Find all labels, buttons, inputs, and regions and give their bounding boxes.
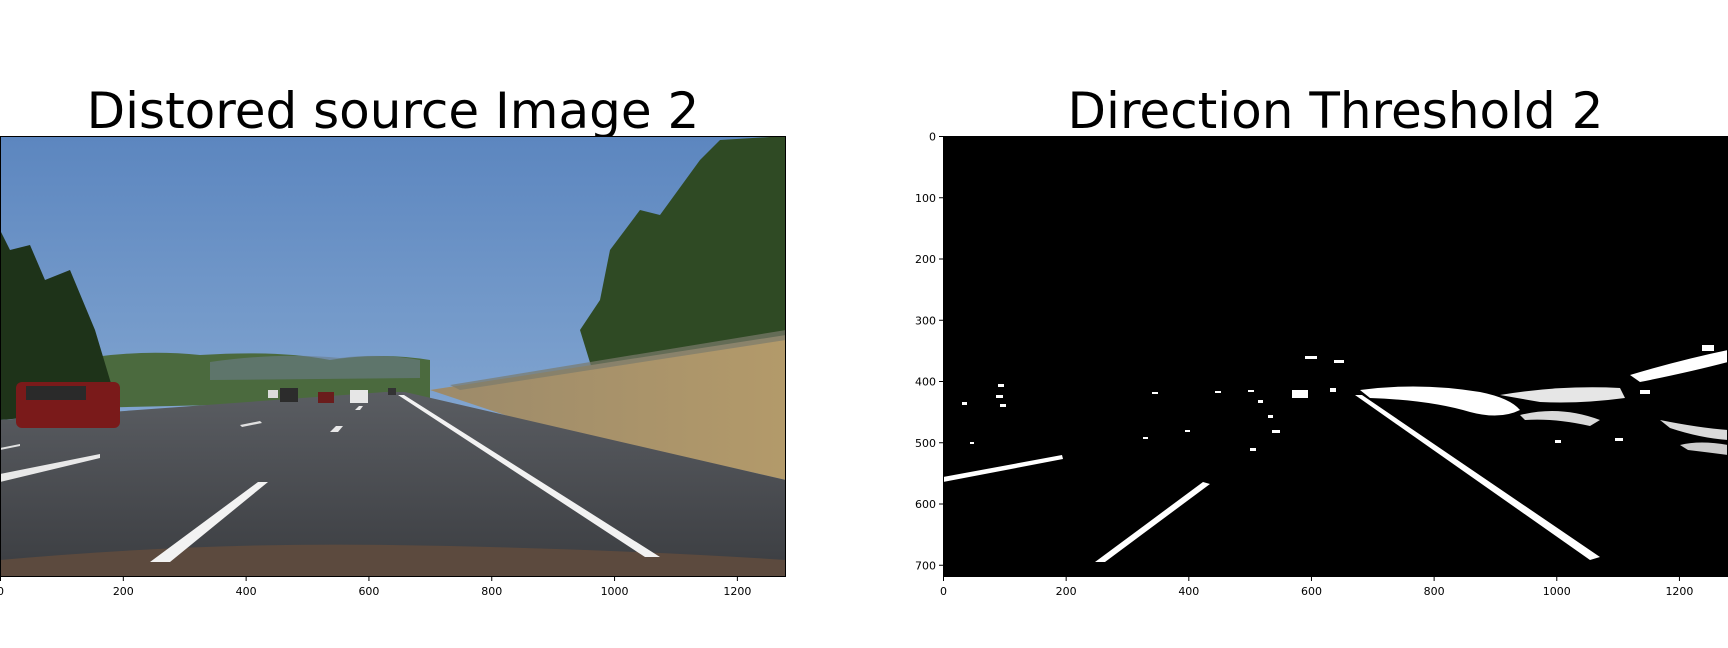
x-tick-label: 1000 [1543, 585, 1571, 598]
x-tick-label: 800 [481, 585, 502, 598]
x-tick-label: 0 [940, 585, 947, 598]
x-tick-label: 400 [1178, 585, 1199, 598]
threshold-binary-image [943, 136, 1728, 577]
x-tick-label: 600 [1301, 585, 1322, 598]
y-tick-label: 300 [915, 314, 936, 327]
x-tick-label: 1200 [723, 585, 751, 598]
x-tick-label: 800 [1424, 585, 1445, 598]
y-tick-label: 500 [915, 437, 936, 450]
x-tick-label: 1200 [1665, 585, 1693, 598]
y-tick-label: 400 [915, 376, 936, 389]
x-tick-label: 200 [113, 585, 134, 598]
x-tick-label: 600 [358, 585, 379, 598]
x-tick-label: 1000 [601, 585, 629, 598]
source-road-photo [0, 136, 786, 577]
axis-ticks: 0 200 400 600 800 1000 1200 0 200 400 600 800 1000 12… [0, 131, 1693, 598]
source-image-title: Distored source Image 2 [86, 82, 700, 140]
threshold-image-title: Direction Threshold 2 [1067, 82, 1604, 140]
y-tick-label: 200 [915, 253, 936, 266]
x-tick-label: 0 [0, 585, 4, 598]
x-tick-label: 400 [236, 585, 257, 598]
y-tick-label: 100 [915, 192, 936, 205]
x-tick-label: 200 [1056, 585, 1077, 598]
y-tick-label: 700 [915, 559, 936, 572]
y-tick-label: 600 [915, 498, 936, 511]
source-image-frame [0, 136, 786, 577]
y-tick-label: 0 [929, 131, 936, 144]
